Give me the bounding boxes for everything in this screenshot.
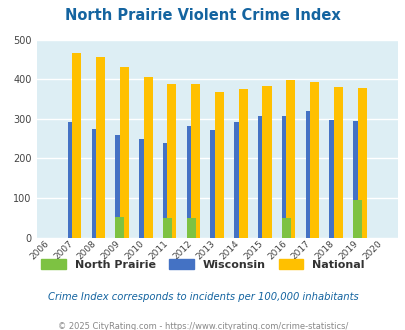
Bar [333,87,342,238]
Bar [186,126,195,238]
Bar [281,218,290,238]
Bar [357,87,366,238]
Bar [305,111,314,238]
Bar [286,81,294,238]
Bar [68,121,77,238]
Text: North Prairie Violent Crime Index: North Prairie Violent Crime Index [65,8,340,23]
Bar [281,116,290,238]
Bar [119,67,128,238]
Bar [191,84,200,238]
Bar [162,143,171,238]
Bar [352,200,361,238]
Bar [352,121,361,238]
Bar [257,116,266,238]
Bar [167,84,176,238]
Bar [309,82,318,238]
Bar [186,218,195,238]
Bar [96,57,105,238]
Text: Crime Index corresponds to incidents per 100,000 inhabitants: Crime Index corresponds to incidents per… [47,292,358,302]
Bar [162,218,171,238]
Bar [115,216,124,238]
Text: © 2025 CityRating.com - https://www.cityrating.com/crime-statistics/: © 2025 CityRating.com - https://www.city… [58,322,347,330]
Bar [139,139,148,238]
Bar [72,53,81,238]
Bar [234,121,243,238]
Bar [238,89,247,238]
Bar [328,119,337,238]
Bar [115,135,124,238]
Bar [143,77,152,238]
Bar [262,86,271,238]
Bar [210,130,219,238]
Bar [214,92,224,238]
Bar [92,129,100,238]
Legend: North Prairie, Wisconsin, National: North Prairie, Wisconsin, National [38,256,367,273]
